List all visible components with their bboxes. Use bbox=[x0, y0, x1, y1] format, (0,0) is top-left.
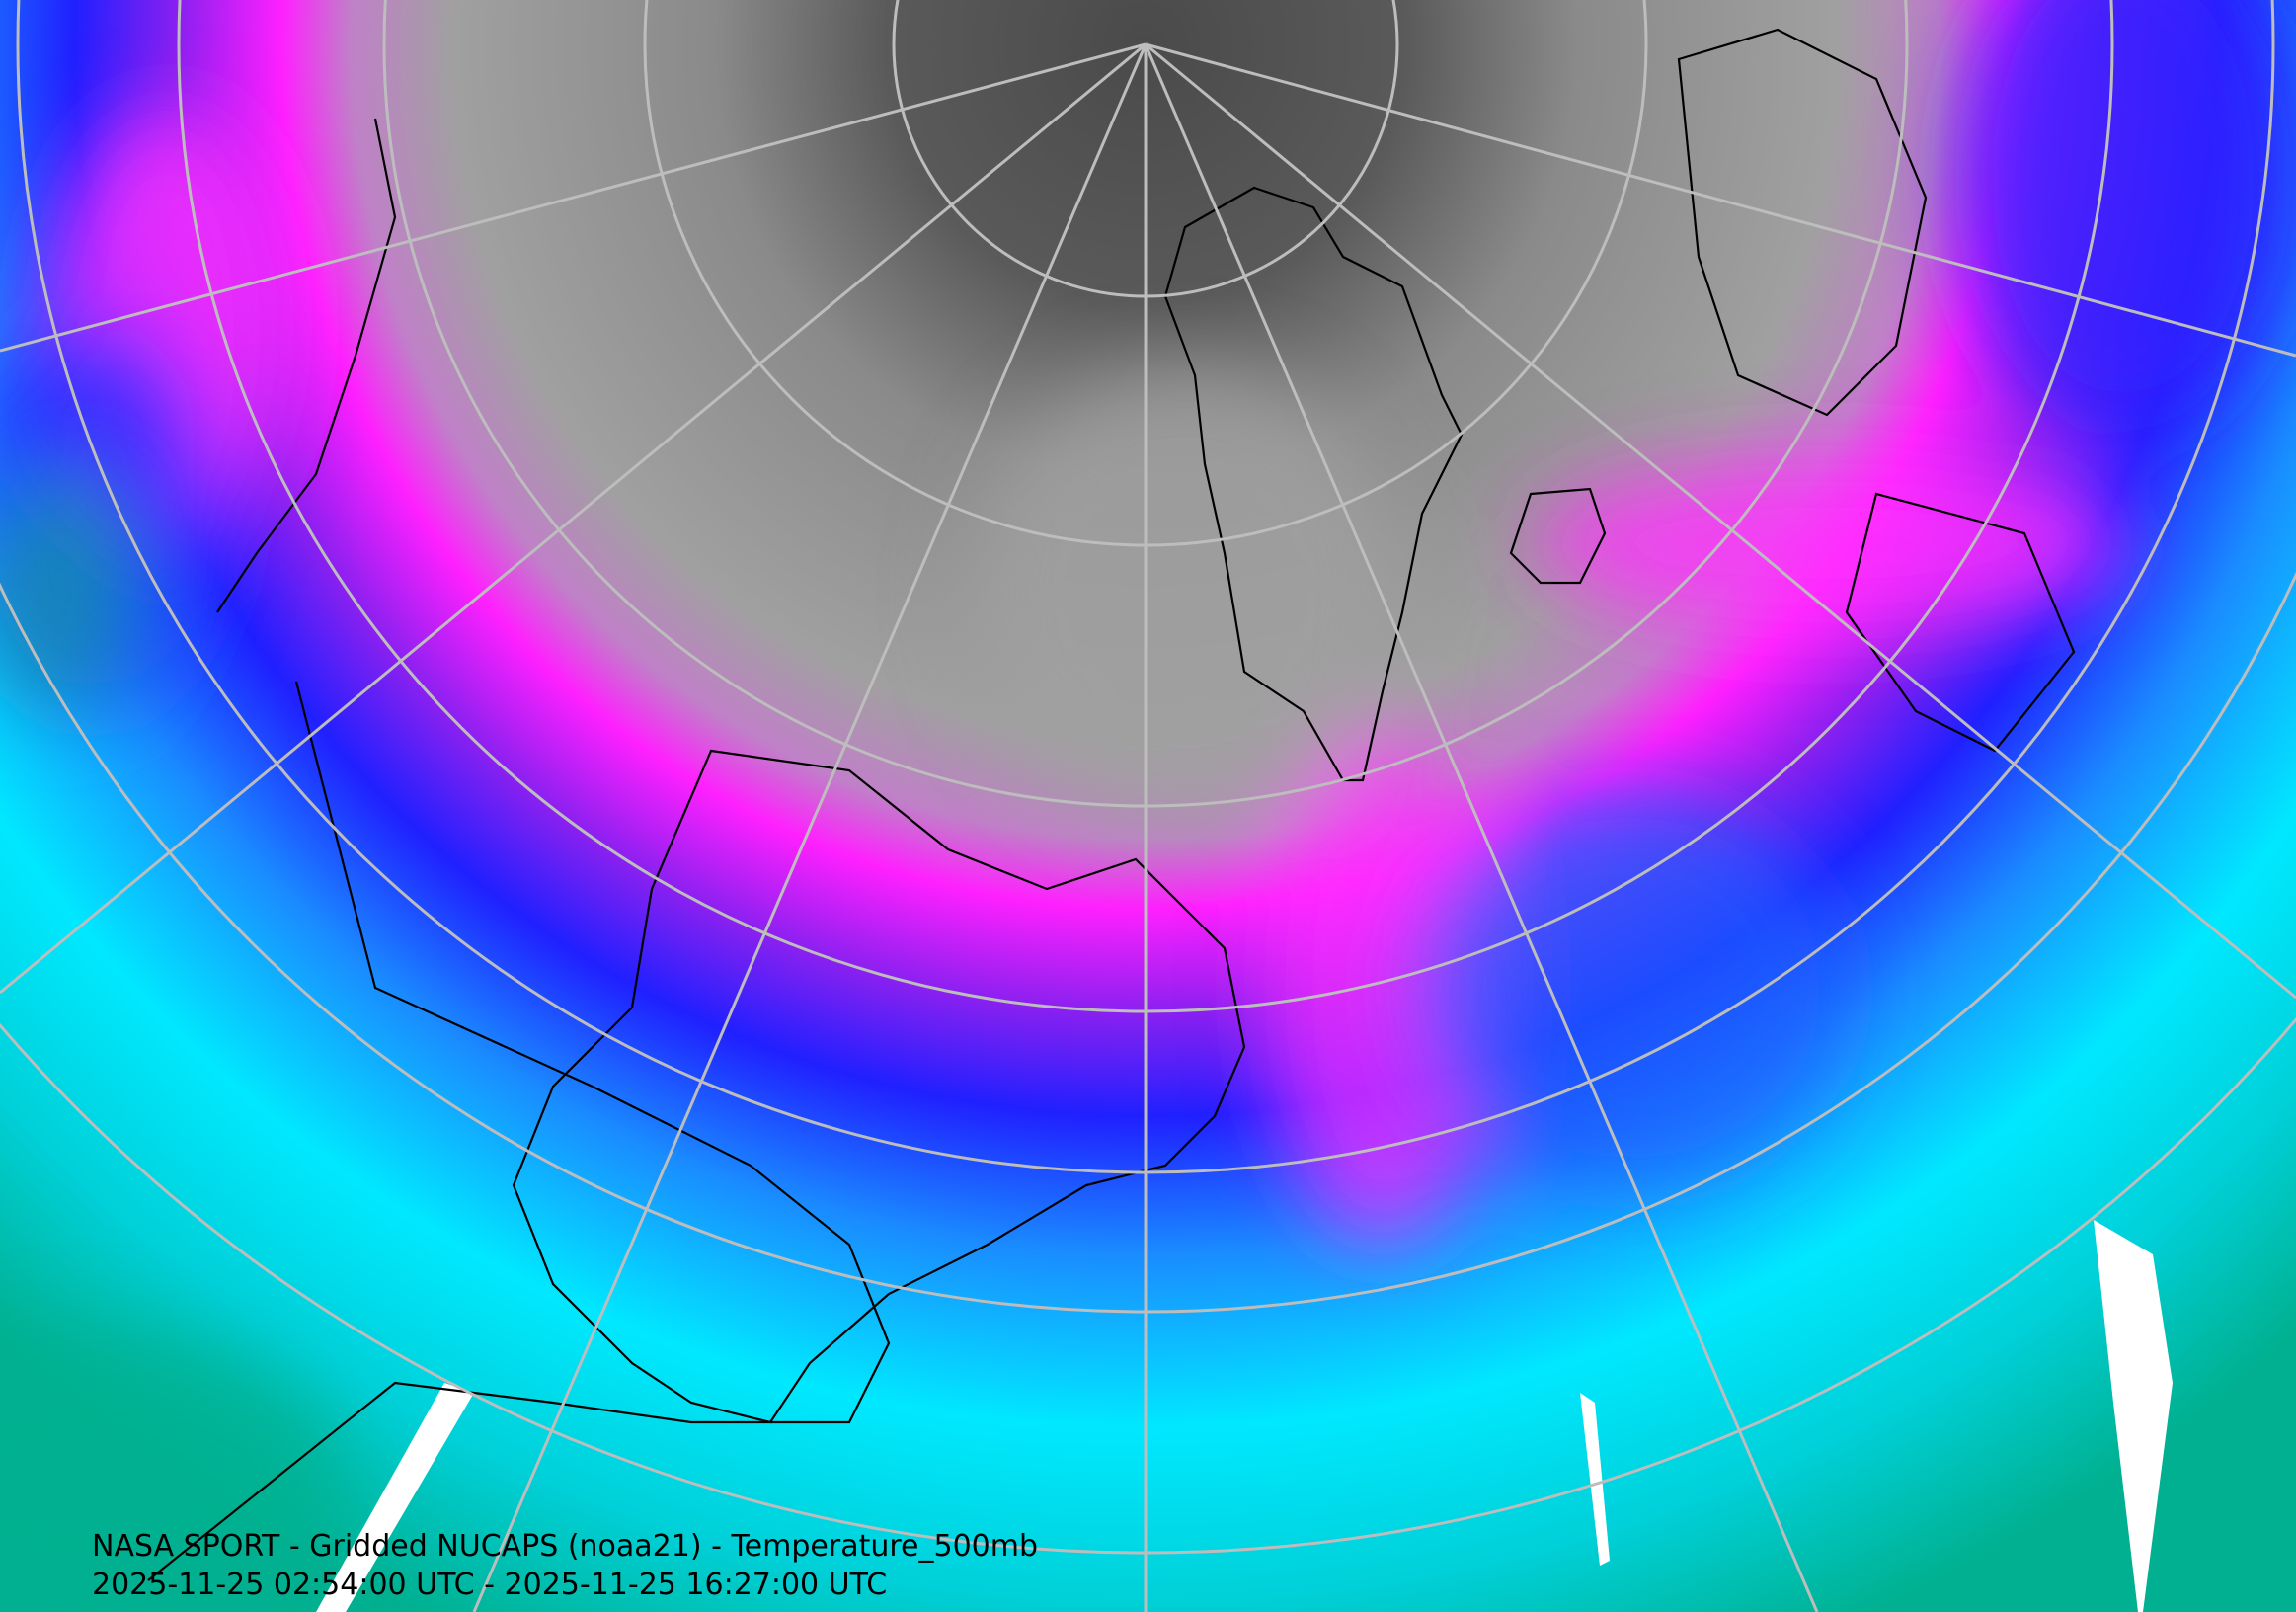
no-data bbox=[1580, 1393, 1610, 1566]
no-data bbox=[2094, 1220, 2173, 1612]
coastlines bbox=[147, 28, 2076, 1581]
map-title: NASA SPORT - Gridded NUCAPS (noaa21) - T… bbox=[92, 1529, 1038, 1564]
map-subtitle: 2025-11-25 02:54:00 UTC - 2025-11-25 16:… bbox=[92, 1568, 887, 1602]
no-data bbox=[316, 1383, 474, 1612]
